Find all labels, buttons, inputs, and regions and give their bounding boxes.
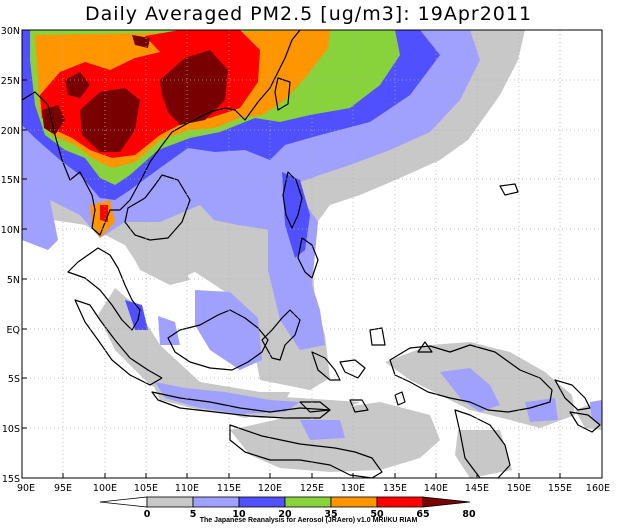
colorbar-label: 5: [190, 509, 197, 520]
lon-label: 105E: [134, 483, 158, 494]
colorbar-label: 0: [144, 509, 151, 520]
colorbar-label: 65: [416, 509, 429, 520]
lat-label: 5S: [8, 374, 20, 385]
lat-lon-grid: [22, 30, 602, 478]
lat-label: 5N: [7, 275, 20, 286]
lat-label: 20N: [1, 126, 20, 137]
lat-label: EQ: [7, 325, 20, 336]
lon-label: 155E: [548, 483, 572, 494]
lon-label: 95E: [54, 483, 72, 494]
colorbar-segment: [330, 496, 378, 508]
axis-ticks: [22, 79, 561, 478]
colorbar-segment: [146, 496, 194, 508]
colorbar-segment: [284, 496, 332, 508]
lon-label: 120E: [258, 483, 282, 494]
latitude-labels: 30N 25N 20N 15N 10N 5N EQ 5S 10S 15S: [1, 26, 20, 485]
lon-label: 115E: [217, 483, 241, 494]
level-80-plus-area: [42, 35, 228, 152]
lon-label: 90E: [17, 483, 35, 494]
lon-label: 100E: [93, 483, 117, 494]
colorbar-label: 10: [232, 509, 246, 520]
colorbar-label: 80: [462, 509, 476, 520]
concentration-field: [22, 30, 602, 478]
lat-label: 30N: [1, 26, 20, 37]
colorbar-segment: [192, 496, 240, 508]
colorbar-segment: [99, 496, 148, 508]
lon-label: 150E: [507, 483, 531, 494]
lat-label: 10N: [1, 225, 20, 236]
lat-label: 15N: [1, 175, 20, 186]
colorbar: 0 5 10 20 35 50 65 80: [99, 496, 476, 520]
colorbar-label: 20: [278, 509, 292, 520]
credit-line: The Japanese Reanalysis for Aerosol (JRA…: [199, 517, 418, 524]
lon-label: 135E: [383, 483, 407, 494]
longitude-labels: 90E 95E 100E 105E 110E 115E 120E 125E 13…: [17, 483, 610, 494]
colorbar-segment: [376, 496, 424, 508]
map-title: Daily Averaged PM2.5 [ug/m3]: 19Apr2011: [84, 3, 533, 25]
colorbar-segment: [422, 496, 471, 508]
colorbar-segment: [238, 496, 286, 508]
lon-label: 140E: [424, 483, 448, 494]
colorbar-label: 50: [370, 509, 384, 520]
lon-label: 130E: [341, 483, 365, 494]
lon-label: 145E: [465, 483, 489, 494]
lat-label: 15S: [2, 474, 20, 485]
lon-label: 125E: [300, 483, 324, 494]
colorbar-label: 35: [324, 509, 337, 520]
lat-label: 25N: [1, 76, 20, 87]
lon-label: 160E: [586, 483, 610, 494]
lat-label: 10S: [2, 424, 20, 435]
lon-label: 110E: [175, 483, 199, 494]
